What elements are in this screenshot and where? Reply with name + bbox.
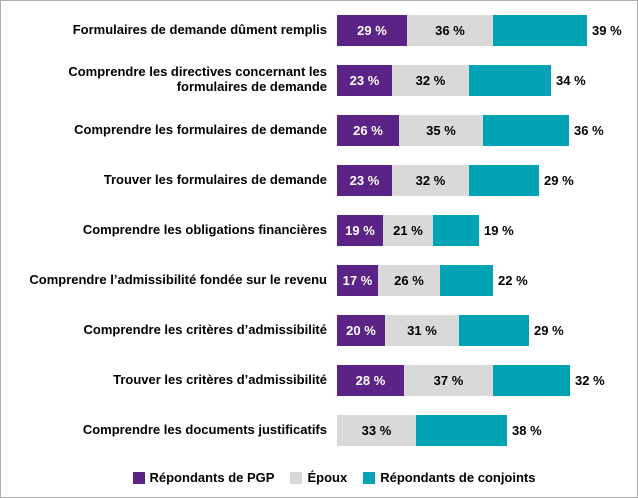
value-label-outside: 29 %: [544, 172, 574, 188]
bar-stack: 28 % 37 % 32 %: [337, 364, 631, 396]
category-label: Comprendre les formulaires de demande: [74, 121, 327, 137]
legend-swatch-conjoints: [363, 471, 376, 484]
legend: Répondants de PGP Époux Répondants de co…: [31, 470, 637, 485]
bar-segment-epoux: 32 %: [392, 64, 469, 96]
bar-segment-conjoints: [469, 164, 539, 196]
category-label: Comprendre les directives concernant les…: [68, 64, 327, 94]
bar-segment-epoux: 36 %: [407, 14, 493, 46]
value-label-outside: 19 %: [484, 222, 514, 238]
bar-segment-pgp: 28 %: [337, 364, 404, 396]
bar-segment-pgp: 23 %: [337, 64, 392, 96]
bar-segment-conjoints: [493, 14, 587, 46]
bar-stack: 20 % 31 % 29 %: [337, 314, 631, 346]
bar-stack: 29 % 36 % 39 %: [337, 14, 631, 46]
bar-stack: 17 % 26 % 22 %: [337, 264, 631, 296]
legend-label-conjoints: Répondants de conjoints: [380, 470, 536, 485]
value-label-outside: 34 %: [556, 72, 586, 88]
bar-segment-conjoints: [440, 264, 493, 296]
bar-segment-conjoints: [483, 114, 569, 146]
category-label: Comprendre les documents justificatifs: [82, 421, 327, 437]
chart-row: Comprendre les obligations financières 19…: [7, 205, 631, 255]
bar-segment-epoux: 26 %: [378, 264, 440, 296]
chart-row: Trouver les critères d’admissibilité 28 %…: [7, 355, 631, 405]
bar-stack: 23 % 32 % 34 %: [337, 64, 631, 96]
bar-segment-conjoints: [433, 214, 479, 246]
category-label: Trouver les formulaires de demande: [103, 171, 327, 187]
legend-swatch-pgp: [132, 471, 145, 484]
bar-segment-conjoints: [493, 364, 570, 396]
bar-segment-epoux: 31 %: [385, 314, 459, 346]
bar-segment-epoux: 33 %: [337, 414, 416, 446]
category-label: Comprendre les critères d’admissibilité: [83, 321, 327, 337]
value-label-outside: 32 %: [575, 372, 605, 388]
bar-segment-pgp: 26 %: [337, 114, 399, 146]
value-label-outside: 39 %: [592, 22, 622, 38]
chart-row: Comprendre l’admissibilité fondée sur le…: [7, 255, 631, 305]
chart-row: Comprendre les documents justificatifs 33…: [7, 405, 631, 455]
category-label: Trouver les critères d’admissibilité: [113, 371, 327, 387]
legend-label-epoux: Époux: [307, 470, 348, 485]
chart-row: Comprendre les formulaires de demande 26 …: [7, 105, 631, 155]
bar-stack: 23 % 32 % 29 %: [337, 164, 631, 196]
bar-segment-conjoints: [459, 314, 529, 346]
bar-segment-epoux: 21 %: [383, 214, 433, 246]
bar-stack: 33 % 38 %: [337, 414, 631, 446]
category-label: Comprendre les obligations financières: [82, 221, 327, 237]
chart-row: Trouver les formulaires de demande 23 % 32…: [7, 155, 631, 205]
legend-label-pgp: Répondants de PGP: [149, 470, 275, 485]
chart-row: Formulaires de demande dûment remplis 29 …: [7, 5, 631, 55]
legend-item-pgp: Répondants de PGP: [132, 470, 275, 485]
legend-item-epoux: Époux: [290, 470, 347, 485]
bar-segment-epoux: 35 %: [399, 114, 483, 146]
bar-segment-pgp: 29 %: [337, 14, 407, 46]
chart-row: Comprendre les critères d’admissibilité 2…: [7, 305, 631, 355]
bar-stack: 26 % 35 % 36 %: [337, 114, 631, 146]
category-label: Comprendre l’admissibilité fondée sur le…: [29, 271, 327, 287]
bar-stack: 19 % 21 % 19 %: [337, 214, 631, 246]
legend-item-conjoints: Répondants de conjoints: [363, 470, 536, 485]
legend-swatch-epoux: [290, 471, 303, 484]
bar-segment-conjoints: [469, 64, 551, 96]
bar-segment-epoux: 32 %: [392, 164, 469, 196]
bar-segment-pgp: 20 %: [337, 314, 385, 346]
bar-segment-pgp: 23 %: [337, 164, 392, 196]
chart-row: Comprendre les directives concernant les…: [7, 55, 631, 105]
value-label-outside: 29 %: [534, 322, 564, 338]
value-label-outside: 36 %: [574, 122, 604, 138]
bar-segment-conjoints: [416, 414, 507, 446]
bar-segment-pgp: 17 %: [337, 264, 378, 296]
bar-segment-pgp: 19 %: [337, 214, 383, 246]
category-label: Formulaires de demande dûment remplis: [72, 21, 327, 37]
chart-rows: Formulaires de demande dûment remplis 29 …: [7, 5, 631, 455]
bar-segment-epoux: 37 %: [404, 364, 493, 396]
value-label-outside: 38 %: [512, 422, 542, 438]
value-label-outside: 22 %: [498, 272, 528, 288]
